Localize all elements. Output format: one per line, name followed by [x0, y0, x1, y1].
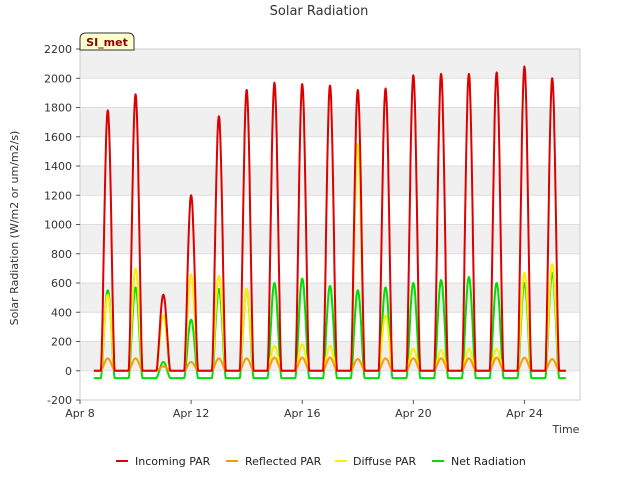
y-axis-ticks: -200 0 200 400 600 800 1000 1200 1400 1600 1800 200…: [44, 43, 80, 407]
y-tick-label: 2000: [44, 72, 72, 85]
plot-band: [80, 136, 580, 166]
x-tick-label: Apr 24: [506, 407, 543, 420]
y-tick-label: 600: [51, 277, 72, 290]
x-tick-label: Apr 20: [395, 407, 432, 420]
badge-label: SI_met: [86, 36, 128, 49]
x-tick-label: Apr 8: [65, 407, 95, 420]
y-tick-label: 800: [51, 248, 72, 261]
legend: Incoming PAR Reflected PAR Diffuse PAR N…: [116, 455, 526, 468]
x-tick-label: Apr 12: [173, 407, 210, 420]
plot-band: [80, 253, 580, 283]
series-line-incoming-par: [93, 65, 567, 372]
legend-label: Reflected PAR: [245, 455, 322, 468]
legend-label: Incoming PAR: [135, 455, 211, 468]
y-tick-label: 1600: [44, 131, 72, 144]
plot-band: [80, 370, 580, 400]
legend-item-net-radiation: Net Radiation: [432, 455, 526, 468]
y-tick-label: 2200: [44, 43, 72, 56]
plot-band: [80, 107, 580, 137]
y-tick-label: 0: [65, 365, 72, 378]
plot-band: [80, 224, 580, 254]
legend-item-incoming-par: Incoming PAR: [116, 455, 211, 468]
legend-label: Net Radiation: [451, 455, 526, 468]
x-axis-ticks: Apr 8 Apr 12 Apr 16 Apr 20 Apr 24: [65, 400, 543, 420]
legend-item-diffuse-par: Diffuse PAR: [335, 455, 417, 468]
badge-box: [79, 32, 135, 51]
plot-band: [80, 312, 580, 342]
chart-title: Solar Radiation: [270, 4, 369, 19]
plot-band: [80, 166, 580, 196]
legend-item-reflected-par: Reflected PAR: [226, 455, 322, 468]
plot-band: [80, 195, 580, 225]
y-tick-label: 400: [51, 306, 72, 319]
plot-band: [80, 49, 580, 79]
y-tick-label: 200: [51, 336, 72, 349]
y-tick-label: 1800: [44, 102, 72, 115]
y-tick-label: 1200: [44, 189, 72, 202]
series-line-net-radiation: [93, 271, 567, 380]
x-axis-title: Time: [552, 423, 580, 436]
legend-label: Diffuse PAR: [353, 455, 417, 468]
x-tick-label: Apr 16: [284, 407, 321, 420]
series-layer: [93, 65, 567, 380]
y-axis-title: Solar Radiation (W/m2 or um/m2/s): [8, 131, 21, 326]
plot-background: [80, 49, 580, 400]
y-tick-label: 1400: [44, 160, 72, 173]
station-badge: SI_met: [79, 32, 135, 51]
y-tick-label: 1000: [44, 219, 72, 232]
y-tick-label: -200: [47, 394, 72, 407]
